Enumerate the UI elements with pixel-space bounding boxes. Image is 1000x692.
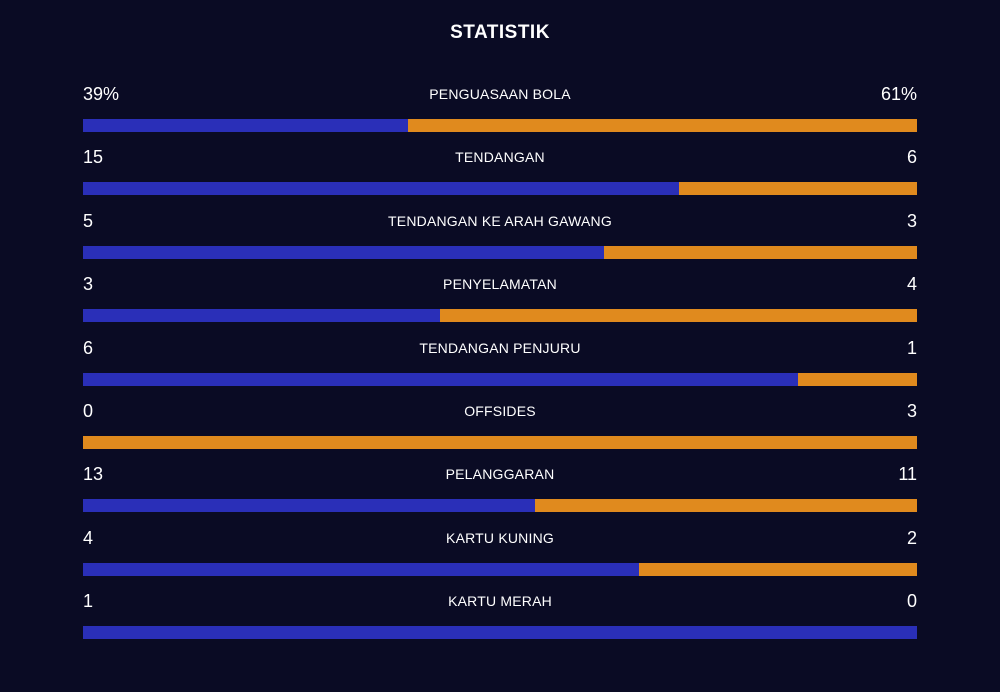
home-bar-segment xyxy=(83,372,798,386)
stat-label: KARTU KUNING xyxy=(446,529,554,546)
home-bar-segment xyxy=(83,499,535,513)
stat-row-tendangan-ke-arah-gawang: 5 TENDANGAN KE ARAH GAWANG 3 xyxy=(83,206,917,269)
stat-label: PELANGGARAN xyxy=(445,466,555,483)
away-value: 3 xyxy=(906,400,917,421)
away-bar-segment xyxy=(83,435,917,449)
stat-bar xyxy=(83,499,917,513)
stat-row-tendangan-penjuru: 6 TENDANGAN PENJURU 1 xyxy=(83,333,917,396)
stat-bar xyxy=(83,372,917,386)
stat-row-penguasaan-bola: 39% PENGUASAAN BOLA 61% xyxy=(83,79,917,142)
away-bar-segment xyxy=(440,309,917,323)
stat-label: PENYELAMATAN xyxy=(443,276,557,293)
stat-label: KARTU MERAH xyxy=(448,593,552,610)
stat-label: PENGUASAAN BOLA xyxy=(429,86,571,102)
stats-list: 39% PENGUASAAN BOLA 61% 15 TENDANGAN 6 xyxy=(83,79,917,650)
stat-bar xyxy=(83,435,917,449)
stat-bar xyxy=(83,309,917,323)
panel-title: STATISTIK xyxy=(450,22,550,43)
home-bar-segment xyxy=(83,562,639,576)
home-value: 4 xyxy=(83,527,94,548)
away-value: 4 xyxy=(906,274,917,295)
away-value: 11 xyxy=(898,464,917,485)
home-bar-segment xyxy=(83,119,409,132)
away-bar-segment xyxy=(678,182,917,196)
away-value: 2 xyxy=(906,527,917,548)
stat-row-pelanggaran: 13 PELANGGARAN 11 xyxy=(83,459,917,522)
home-bar-segment xyxy=(83,309,441,323)
home-value: 1 xyxy=(83,591,94,612)
home-value: 6 xyxy=(83,337,94,358)
away-bar-segment xyxy=(638,562,917,576)
away-value: 1 xyxy=(906,337,917,358)
stat-row-kartu-kuning: 4 KARTU KUNING 2 xyxy=(83,523,917,586)
away-value: 61% xyxy=(880,84,917,104)
stat-row-offsides: 0 OFFSIDES 3 xyxy=(83,396,917,459)
home-value: 5 xyxy=(83,210,94,231)
stat-row-kartu-merah: 1 KARTU MERAH 0 xyxy=(83,586,917,649)
stat-bar xyxy=(83,245,917,259)
away-bar-segment xyxy=(408,119,917,132)
away-value: 6 xyxy=(906,147,917,168)
stat-row-penyelamatan: 3 PENYELAMATAN 4 xyxy=(83,269,917,332)
stat-bar xyxy=(83,119,917,132)
away-value: 0 xyxy=(906,591,917,612)
stat-label: TENDANGAN xyxy=(455,149,545,166)
stat-label: TENDANGAN KE ARAH GAWANG xyxy=(388,212,612,229)
stat-row-tendangan: 15 TENDANGAN 6 xyxy=(83,142,917,205)
home-bar-segment xyxy=(83,626,917,640)
home-value: 0 xyxy=(83,400,94,421)
away-value: 3 xyxy=(906,210,917,231)
home-value: 13 xyxy=(83,464,104,485)
away-bar-segment xyxy=(534,499,917,513)
stat-label: OFFSIDES xyxy=(464,402,536,419)
away-bar-segment xyxy=(604,245,917,259)
stat-bar xyxy=(83,562,917,576)
home-value: 3 xyxy=(83,274,94,295)
home-value: 15 xyxy=(83,147,104,168)
stat-bar xyxy=(83,182,917,196)
home-bar-segment xyxy=(83,245,605,259)
home-value: 39% xyxy=(83,84,120,104)
stat-bar xyxy=(83,626,917,640)
stat-label: TENDANGAN PENJURU xyxy=(419,339,581,356)
away-bar-segment xyxy=(797,372,917,386)
home-bar-segment xyxy=(83,182,679,196)
